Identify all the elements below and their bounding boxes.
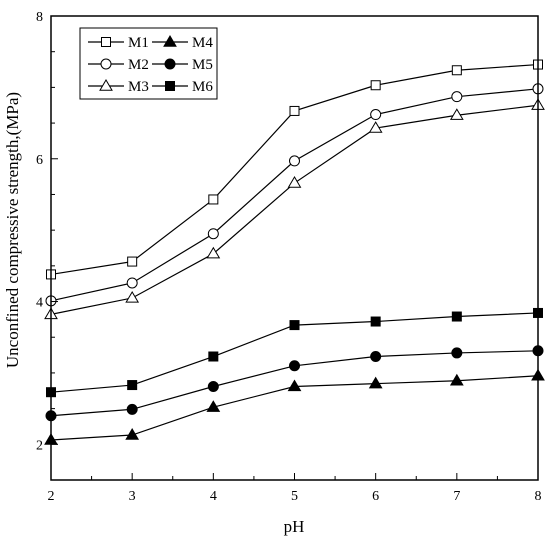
legend-marker-M5: [164, 58, 176, 70]
legend-label: M5: [192, 57, 213, 73]
data-point-M2-4: [289, 155, 300, 167]
data-point-M6-5: [370, 316, 381, 327]
plot-area: [44, 59, 545, 445]
data-point-M1-4: [289, 105, 300, 116]
data-point-M1-2: [127, 256, 138, 267]
x-tick-label: 5: [291, 489, 298, 504]
legend-item-M5: M5: [152, 57, 213, 73]
series-line-M3: [50, 104, 539, 315]
data-point-M4-6: [449, 373, 464, 386]
legend-marker-M2: [100, 58, 112, 70]
data-point-M1-3: [208, 194, 219, 205]
x-tick-label: 4: [210, 489, 217, 504]
legend-item-M3: M3: [88, 79, 149, 95]
legend-label: M2: [128, 57, 149, 73]
data-point-M2-3: [207, 228, 219, 240]
data-point-M3-3: [206, 246, 221, 259]
data-point-M3-4: [287, 176, 302, 188]
series-M5: [45, 345, 544, 422]
y-axis-title: Unconfined compressive strength,(MPa): [3, 92, 22, 368]
data-point-M6-3: [208, 351, 219, 362]
y-tick-label: 2: [36, 438, 43, 453]
data-point-M1-6: [451, 65, 462, 76]
data-point-M2-5: [370, 109, 382, 121]
legend-marker-M3: [99, 79, 113, 91]
data-point-M3-2: [125, 290, 140, 303]
legend-marker-M6: [165, 81, 175, 91]
series-M2: [45, 83, 544, 307]
legend-label: M3: [128, 79, 149, 95]
legend-label: M1: [128, 35, 149, 51]
data-point-M5-6: [451, 347, 463, 359]
data-point-M3-5: [368, 121, 383, 133]
data-point-M2-6: [451, 91, 463, 103]
series-line-M2: [50, 88, 539, 302]
data-point-M5-2: [126, 403, 138, 415]
legend-item-M1: M1: [88, 35, 149, 51]
data-point-M4-2: [125, 428, 140, 440]
data-point-M6-6: [451, 311, 462, 322]
legend-item-M6: M6: [152, 79, 213, 95]
legend-item-M4: M4: [152, 35, 213, 51]
legend-marker-M4: [163, 35, 177, 47]
data-point-M3-6: [449, 108, 464, 120]
data-point-M1-5: [370, 80, 381, 91]
x-tick-label: 2: [48, 489, 55, 504]
data-point-M6-4: [289, 320, 300, 331]
data-point-M5-5: [370, 351, 382, 363]
x-tick-label: 6: [372, 489, 379, 504]
data-point-M4-3: [206, 400, 221, 412]
x-tick-label: 3: [129, 489, 136, 504]
legend-label: M4: [192, 35, 213, 51]
data-point-M5-3: [207, 380, 219, 392]
axes: 2 3 4 5 6 7 8 2 4 6 8: [36, 10, 542, 504]
legend-item-M2: M2: [88, 57, 149, 73]
data-point-M4-5: [368, 376, 383, 389]
data-point-M5-4: [289, 360, 300, 372]
x-axis-title: pH: [284, 517, 305, 536]
x-tick-label: 8: [535, 489, 542, 504]
data-point-M2-2: [126, 277, 138, 289]
series-M3: [44, 98, 545, 320]
y-tick-label: 8: [36, 10, 43, 25]
legend: M1 M2 M3 M4 M5 M6: [79, 27, 218, 100]
series-M4: [44, 368, 545, 445]
legend-label: M6: [192, 79, 213, 95]
x-tick-label: 7: [453, 489, 460, 504]
legend-marker-M1: [101, 37, 111, 47]
data-point-M4-4: [287, 379, 302, 392]
y-tick-label: 6: [36, 153, 43, 168]
y-tick-label: 4: [36, 296, 43, 311]
data-point-M6-2: [127, 380, 138, 391]
